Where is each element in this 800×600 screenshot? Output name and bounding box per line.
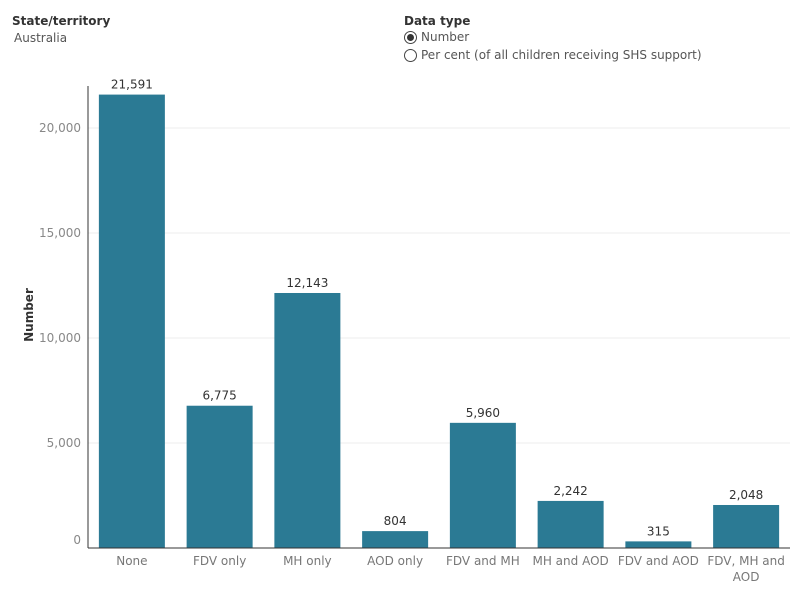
gridlines	[88, 127, 790, 444]
y-tick-label: 0	[73, 533, 81, 547]
x-tick-label-line: FDV, MH and	[707, 554, 785, 568]
bar[interactable]	[449, 422, 516, 548]
x-tick-label-line: AOD	[733, 570, 760, 584]
data-label: 6,775	[202, 389, 236, 403]
data-label: 315	[647, 524, 670, 538]
bars	[98, 94, 780, 549]
data-label: 2,048	[729, 488, 763, 502]
x-tick-label: AOD only	[367, 554, 423, 568]
x-tick-label: MH only	[283, 554, 332, 568]
state-filter-title: State/territory	[12, 14, 111, 28]
x-tick-label: FDV only	[193, 554, 246, 568]
radio-unselected-icon[interactable]	[404, 48, 417, 62]
state-territory-filter[interactable]: State/territory Australia	[12, 14, 110, 45]
bar[interactable]	[537, 500, 604, 548]
y-tick-label: 5,000	[47, 436, 81, 450]
axes	[87, 86, 790, 549]
state-filter-value[interactable]: Australia	[14, 31, 68, 45]
x-tick-label: FDV and AOD	[618, 554, 699, 568]
data-label: 21,591	[111, 78, 153, 92]
y-tick-label: 15,000	[39, 226, 81, 240]
y-axis-title: Number	[22, 288, 36, 342]
y-tick-label: 20,000	[39, 121, 81, 135]
data-label: 2,242	[553, 484, 587, 498]
x-tick-label: FDV and MH	[446, 554, 520, 568]
data-type-filter-title: Data type	[404, 14, 471, 28]
data-label: 804	[384, 514, 407, 528]
radio-option-per-cent[interactable]: Per cent (of all children receiving SHS …	[404, 46, 702, 64]
bar[interactable]	[362, 531, 429, 548]
data-label: 12,143	[286, 276, 328, 290]
radio-option-per-cent-label: Per cent (of all children receiving SHS …	[421, 48, 702, 62]
x-tick-label: FDV, MH and AOD	[707, 554, 785, 584]
x-tick-label: None	[116, 554, 147, 568]
labels: 0 5,000 10,000 15,000 20,000 21,591 None 6,775 F…	[22, 78, 785, 584]
data-type-filter: Data type Number Per cent (of all childr…	[404, 14, 702, 64]
bar[interactable]	[186, 405, 253, 548]
radio-option-number-label: Number	[421, 30, 470, 44]
bar[interactable]	[625, 541, 692, 548]
bar[interactable]	[274, 292, 341, 548]
x-tick-label: MH and AOD	[532, 554, 608, 568]
radio-option-number[interactable]: Number	[404, 28, 702, 46]
radio-selected-icon[interactable]	[404, 30, 417, 44]
data-label: 5,960	[466, 406, 500, 420]
bar[interactable]	[713, 504, 780, 548]
bar[interactable]	[98, 94, 165, 549]
y-tick-label: 10,000	[39, 331, 81, 345]
